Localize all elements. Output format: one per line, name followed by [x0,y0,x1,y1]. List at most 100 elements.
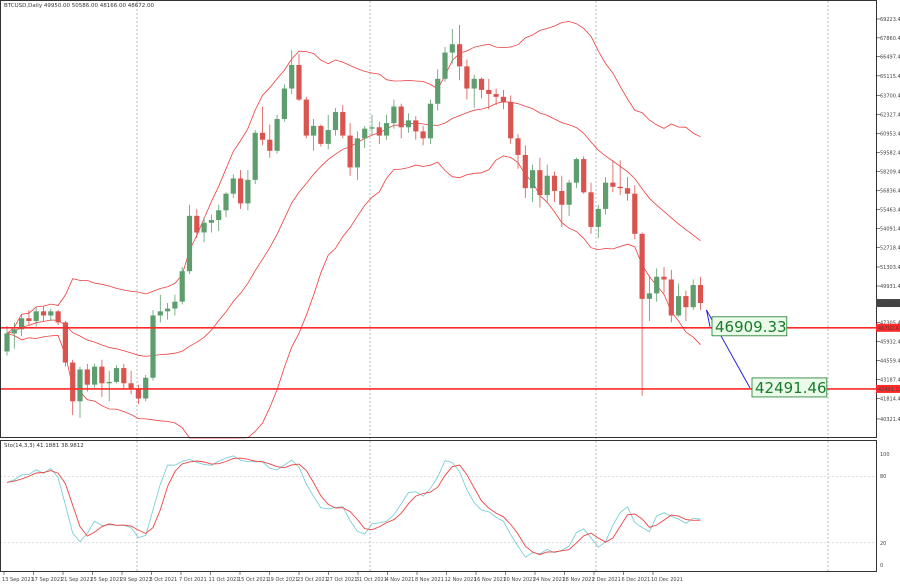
candle-body [668,279,674,316]
date-tick-label: 11 Oct 2021 [209,577,240,583]
date-tick-label: 19 Oct 2021 [268,577,299,583]
date-tick-label: 13 Sep 2021 [2,577,34,583]
date-tick-label: 10 Dec 2021 [651,577,683,583]
price-tick-label: 66497.40 [880,55,900,61]
main-panel-frame [0,0,877,438]
bollinger-bands [6,21,701,439]
upper-band [6,21,701,334]
date-tick-label: 8 Nov 2021 [415,577,444,583]
candle-body [581,159,587,193]
price-tick-label: 55463.40 [880,207,900,213]
level-price-badge-label: 42491.13 [878,387,900,393]
price-tick-label: 40321.40 [880,417,900,423]
date-tick-label: 23 Oct 2021 [297,577,328,583]
candle-body [11,329,17,334]
price-tick-label: 41814.40 [880,396,900,402]
candle-body [26,318,32,322]
date-tick-label: 27 Oct 2021 [327,577,358,583]
candle-body [311,125,317,136]
date-tick-label: 16 Nov 2021 [474,577,506,583]
date-tick-label: 29 Sep 2021 [120,577,152,583]
candle-body [128,383,134,389]
candle-body [420,131,426,139]
level-price-badge-label: 46792.43 [878,326,900,332]
date-tick-label: 24 Nov 2021 [533,577,565,583]
candle-body [245,179,251,204]
candle-body [376,127,382,136]
candle-body [186,215,193,272]
candle-body [690,285,696,308]
candle-body [223,193,229,211]
candle-body [157,311,163,316]
candle-body [150,315,156,378]
price-tick-label: 44559.40 [880,358,900,364]
candle-body [471,78,477,89]
candle-body [216,210,222,220]
candle-body [19,318,25,330]
candle-body [457,44,463,67]
candle-body [172,301,178,309]
candle-body [40,311,47,316]
stoch-tick-label: 100 [880,452,890,458]
candle-body [697,285,704,304]
candle-body [661,276,667,280]
middle-band [6,101,701,357]
level-annotation-box [711,316,788,337]
candle-body [405,120,412,128]
candle-body [646,293,652,299]
candle-body [208,219,214,223]
level-annotation-box [751,377,828,398]
candle-body [70,362,76,402]
candle-body [121,368,127,384]
candle-body [281,88,287,119]
candle-body [610,182,616,187]
candlestick-series [4,24,704,418]
candle-body [654,276,660,294]
price-tick-label: 59582.40 [880,150,900,156]
candle-body [624,188,631,194]
price-annotations: 46909.33 46792.43 42491.46 42491.13 48700 [711,299,900,398]
date-tick-label: 3 Oct 2021 [150,577,178,583]
candle-body [135,388,141,399]
level-price-badge [876,323,900,332]
candle-body [683,296,689,308]
date-tick-label: 21 Sep 2021 [61,577,93,583]
candle-body [143,377,149,399]
date-tick-label: 7 Oct 2021 [179,577,207,583]
candle-body [303,99,309,136]
price-tick-label: 47305.40 [880,320,900,326]
candle-body [391,106,397,124]
candle-body [230,178,236,194]
candle-body [435,78,441,104]
candle-body [617,186,623,189]
stoch-axis: 100 80 20 0 [880,452,890,569]
candle-body [486,89,492,95]
price-tick-label: 65115.40 [880,74,900,80]
stoch-tick-label: 80 [880,474,886,480]
candle-body [362,128,368,139]
candle-body [179,271,185,302]
candle-body [522,154,528,189]
date-tick-label: 31 Oct 2021 [356,577,387,583]
current-price-badge [876,299,900,308]
candle-body [632,193,638,234]
candle-body [573,159,579,183]
stoch-tick-label: 20 [880,541,886,547]
date-tick-label: 17 Sep 2021 [32,577,64,583]
candle-body [77,369,83,402]
date-tick-label: 20 Nov 2021 [504,577,536,583]
candle-body [566,182,572,205]
candle-body [595,208,601,227]
candle-body [274,118,280,151]
chart-title: BTCUSD,Daily 49950.00 50586.00 48166.00 … [4,3,155,9]
price-tick-label: 67860.40 [880,36,900,42]
candle-body [4,333,10,352]
candle-body [296,64,302,100]
candle-body [99,366,105,384]
candle-body [194,215,200,233]
price-tick-label: 62327.40 [880,112,900,118]
candle-body [252,132,258,180]
candle-body [106,381,112,384]
candle-body [493,94,499,97]
